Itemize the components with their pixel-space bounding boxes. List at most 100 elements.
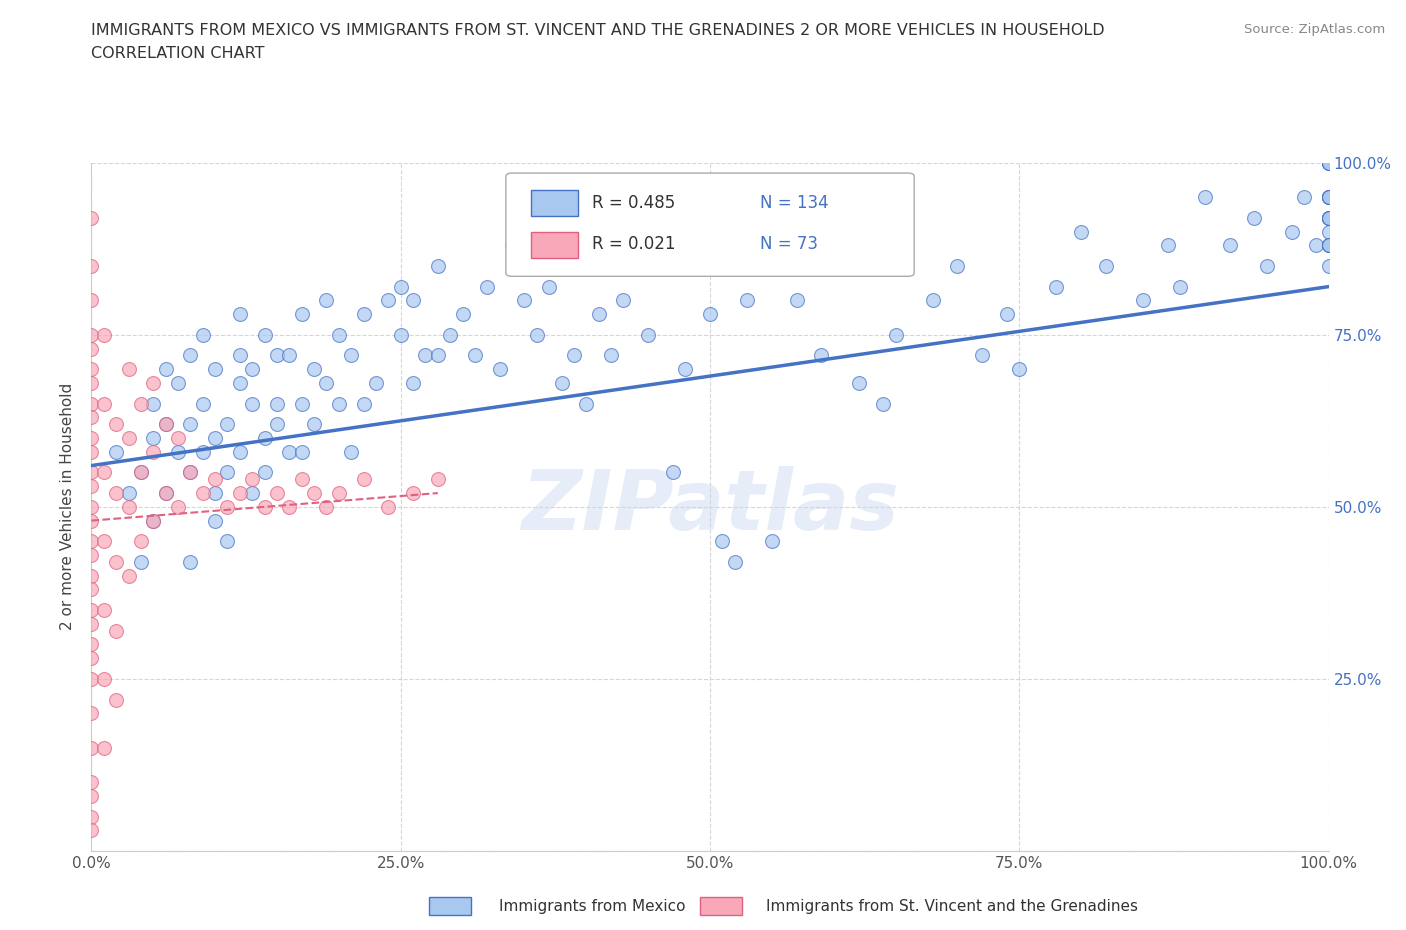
- Text: R = 0.021: R = 0.021: [592, 235, 676, 253]
- Point: [1317, 210, 1340, 225]
- Point: [786, 293, 808, 308]
- Point: [612, 293, 634, 308]
- Text: N = 73: N = 73: [759, 235, 817, 253]
- Point: [80, 534, 103, 549]
- Point: [1317, 210, 1340, 225]
- Point: [302, 485, 325, 500]
- Point: [105, 445, 128, 459]
- Point: [155, 362, 177, 377]
- Point: [1317, 155, 1340, 170]
- Point: [117, 362, 139, 377]
- Point: [1317, 190, 1340, 205]
- Point: [217, 534, 239, 549]
- Point: [278, 445, 301, 459]
- Text: N = 134: N = 134: [759, 193, 828, 212]
- Point: [80, 671, 103, 686]
- Point: [229, 445, 252, 459]
- Point: [155, 417, 177, 432]
- Point: [266, 417, 288, 432]
- Point: [105, 417, 128, 432]
- Point: [588, 307, 610, 322]
- Point: [93, 327, 115, 342]
- Point: [1317, 210, 1340, 225]
- Point: [872, 396, 894, 411]
- Point: [80, 210, 103, 225]
- Point: [1168, 279, 1191, 294]
- Point: [1317, 155, 1340, 170]
- Point: [921, 293, 943, 308]
- Bar: [530, 232, 578, 258]
- Point: [1281, 224, 1303, 239]
- Point: [315, 293, 337, 308]
- Point: [266, 348, 288, 363]
- Point: [1256, 259, 1278, 273]
- Point: [129, 465, 152, 480]
- Point: [1305, 238, 1327, 253]
- Point: [1317, 190, 1340, 205]
- Point: [353, 307, 375, 322]
- Point: [302, 417, 325, 432]
- Point: [80, 341, 103, 356]
- Point: [80, 568, 103, 583]
- Point: [142, 431, 165, 445]
- Point: [328, 327, 350, 342]
- Point: [253, 499, 276, 514]
- Point: [1243, 210, 1265, 225]
- Point: [662, 465, 685, 480]
- Point: [80, 259, 103, 273]
- Text: Immigrants from Mexico: Immigrants from Mexico: [499, 899, 686, 914]
- Point: [179, 417, 201, 432]
- Point: [291, 472, 314, 486]
- Bar: [429, 897, 471, 915]
- Point: [315, 499, 337, 514]
- Point: [93, 671, 115, 686]
- Point: [426, 259, 449, 273]
- Point: [229, 307, 252, 322]
- Point: [650, 259, 672, 273]
- Point: [204, 431, 226, 445]
- Point: [229, 485, 252, 500]
- Point: [80, 775, 103, 790]
- Point: [364, 376, 387, 391]
- Point: [377, 293, 399, 308]
- Point: [80, 740, 103, 755]
- Point: [129, 396, 152, 411]
- Point: [1317, 210, 1340, 225]
- Point: [377, 499, 399, 514]
- Point: [80, 617, 103, 631]
- Point: [80, 548, 103, 563]
- Point: [93, 603, 115, 618]
- Point: [575, 396, 598, 411]
- Point: [291, 445, 314, 459]
- Point: [80, 651, 103, 666]
- Point: [1132, 293, 1154, 308]
- Point: [93, 740, 115, 755]
- Point: [142, 445, 165, 459]
- Point: [328, 485, 350, 500]
- Point: [93, 534, 115, 549]
- Point: [972, 348, 994, 363]
- Point: [204, 513, 226, 528]
- Point: [526, 327, 548, 342]
- Point: [810, 348, 832, 363]
- Point: [117, 431, 139, 445]
- Point: [451, 307, 474, 322]
- Point: [1317, 259, 1340, 273]
- Point: [179, 554, 201, 569]
- Point: [402, 485, 425, 500]
- Point: [1194, 190, 1216, 205]
- Point: [80, 603, 103, 618]
- Point: [1317, 190, 1340, 205]
- Point: [266, 485, 288, 500]
- Point: [191, 485, 214, 500]
- Point: [1317, 238, 1340, 253]
- Point: [167, 431, 190, 445]
- Point: [600, 348, 623, 363]
- Point: [142, 513, 165, 528]
- Point: [884, 327, 907, 342]
- Point: [1317, 155, 1340, 170]
- Point: [426, 472, 449, 486]
- Point: [1157, 238, 1180, 253]
- Point: [673, 362, 696, 377]
- Point: [735, 293, 758, 308]
